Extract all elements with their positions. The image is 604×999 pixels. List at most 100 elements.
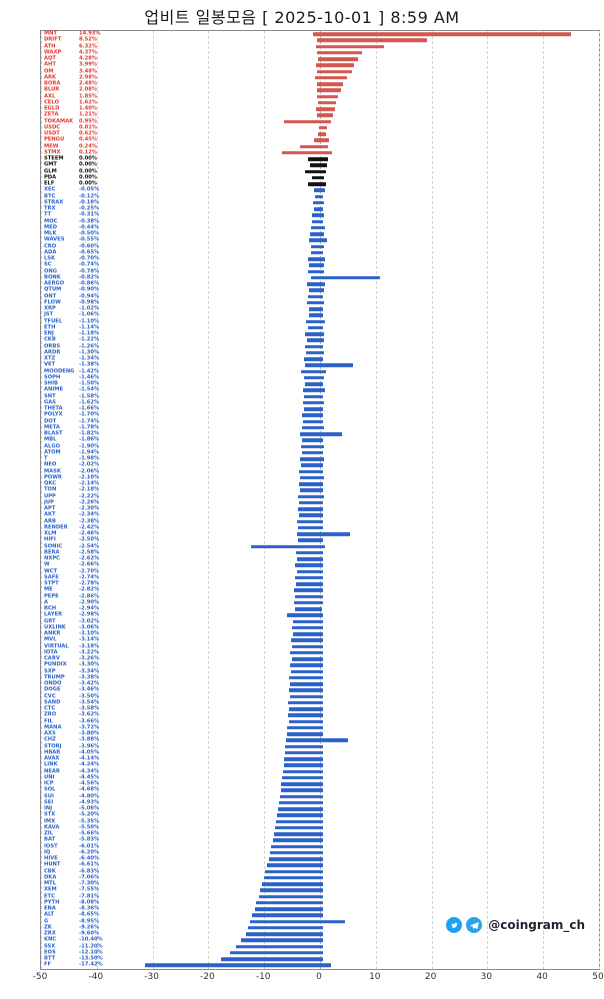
chart-row: THETA -1.66% (41, 406, 599, 412)
range-bar (308, 313, 324, 318)
pct-label: -2.82% (79, 586, 100, 593)
ticker-label: BERA (44, 549, 60, 556)
ticker-label: NEAR (44, 768, 60, 775)
pct-label: -2.70% (79, 568, 100, 575)
pct-label: -0.65% (79, 249, 100, 256)
pct-label: -3.80% (79, 730, 100, 737)
range-bar (311, 226, 325, 230)
pct-label: -2.30% (79, 505, 100, 512)
ticker-label: ZIL (44, 830, 53, 837)
range-bar (314, 76, 348, 80)
ticker-label: SAND (44, 699, 61, 706)
chart-row: PUNDIX -3.30% (41, 662, 599, 668)
pct-label: -0.25% (79, 205, 100, 212)
chart-title: 업비트 일봉모음 [ 2025-10-01 ] 8:59 AM (144, 8, 460, 27)
chart-row: POLYX -1.70% (41, 412, 599, 418)
chart-row: XEM -7.55% (41, 887, 599, 893)
chart-row: DOT -1.74% (41, 418, 599, 425)
chart-row: CARV -3.26% (41, 656, 599, 662)
ticker-label: USDC (44, 124, 61, 131)
pct-label: -1.18% (79, 330, 100, 337)
chart-row: DRIFT 8.52% (41, 37, 599, 43)
chart-row: ELF 0.00% (41, 181, 599, 187)
ticker-label: MLK (44, 230, 57, 237)
pct-label: -2.22% (79, 493, 100, 500)
pct-label: 0.95% (79, 118, 97, 125)
pct-label: -5.35% (79, 818, 100, 825)
pct-label: -0.74% (79, 261, 100, 268)
range-bar (277, 813, 324, 818)
chart-row: CKB -1.22% (41, 337, 599, 343)
ticker-label: PEPE (44, 593, 59, 600)
range-bar (317, 57, 359, 61)
chart-row: NEAR -4.34% (41, 768, 599, 775)
chart-row: MBL -1.86% (41, 437, 599, 443)
chart-row: ONG -0.78% (41, 268, 599, 275)
chart-row: AERGO -0.86% (41, 281, 599, 287)
pct-label: -3.88% (79, 736, 100, 743)
range-bar (312, 213, 325, 218)
range-bar (314, 138, 329, 143)
chart-row: PENGU 0.45% (41, 137, 599, 143)
chart-row: TON -2.18% (41, 487, 599, 493)
ticker-label: AXL (44, 93, 56, 100)
gridline (431, 31, 433, 969)
chart-row: UNI -4.45% (41, 775, 599, 781)
pct-label: -6.20% (79, 849, 100, 856)
pct-label: 2.48% (79, 80, 97, 87)
range-bar (263, 876, 324, 880)
pct-label: -2.18% (79, 486, 100, 493)
ticker-label: IOTA (44, 649, 58, 656)
range-bar (303, 407, 323, 411)
pct-label: -2.06% (79, 468, 100, 475)
chart-row: OM 3.48% (41, 68, 599, 75)
chart-row: USDC 0.81% (41, 125, 599, 131)
range-bar (282, 776, 324, 780)
chart-row: PEPE -2.86% (41, 593, 599, 600)
chart-row: ADA -0.65% (41, 250, 599, 256)
ticker-label: MOODENG (44, 368, 75, 375)
chart-row: BLUR 2.08% (41, 87, 599, 93)
pct-label: -13.50% (79, 955, 103, 962)
x-tick-label: -40 (88, 972, 104, 982)
range-bar (293, 601, 324, 605)
ticker-label: IOST (44, 843, 58, 850)
pct-label: -4.80% (79, 793, 100, 800)
range-bar (316, 88, 342, 93)
range-bar (235, 944, 323, 949)
pct-label: -9.60% (79, 930, 100, 937)
range-bar (316, 51, 362, 55)
chart-row: CRO -0.60% (41, 243, 599, 250)
chart-row: SHIB -1.50% (41, 381, 599, 387)
pct-label: -2.10% (79, 474, 100, 481)
range-bar (144, 963, 332, 968)
chart-row: SXP -3.34% (41, 668, 599, 675)
chart-row: ONT -0.94% (41, 293, 599, 300)
ticker-label: MANA (44, 724, 62, 731)
pct-label: 0.00% (79, 155, 97, 162)
pct-label: -6.83% (79, 868, 100, 875)
range-bar (305, 169, 326, 174)
chart-row: AXL 1.85% (41, 93, 599, 100)
ticker-label: SSX (44, 943, 56, 950)
ticker-label: XRP (44, 305, 56, 312)
range-bar (271, 844, 323, 849)
chart-row: IQ -6.20% (41, 850, 599, 856)
range-bar (254, 907, 323, 911)
range-bar (301, 451, 323, 455)
ticker-label: QTUM (44, 286, 62, 293)
x-tick-label: 30 (480, 972, 493, 982)
pct-label: -0.86% (79, 280, 100, 287)
pct-label: -1.58% (79, 393, 100, 400)
chart-row: ARDR -1.30% (41, 350, 599, 356)
ticker-label: AQT (44, 55, 56, 62)
pct-label: -3.72% (79, 724, 100, 731)
pct-label: -1.98% (79, 455, 100, 462)
ticker-label: AHT (44, 61, 56, 68)
pct-label: -7.55% (79, 886, 100, 893)
chart-row: ZETA 1.21% (41, 112, 599, 118)
range-bar (286, 732, 323, 736)
range-bar (296, 582, 323, 586)
chart-row: MEW 0.24% (41, 143, 599, 150)
